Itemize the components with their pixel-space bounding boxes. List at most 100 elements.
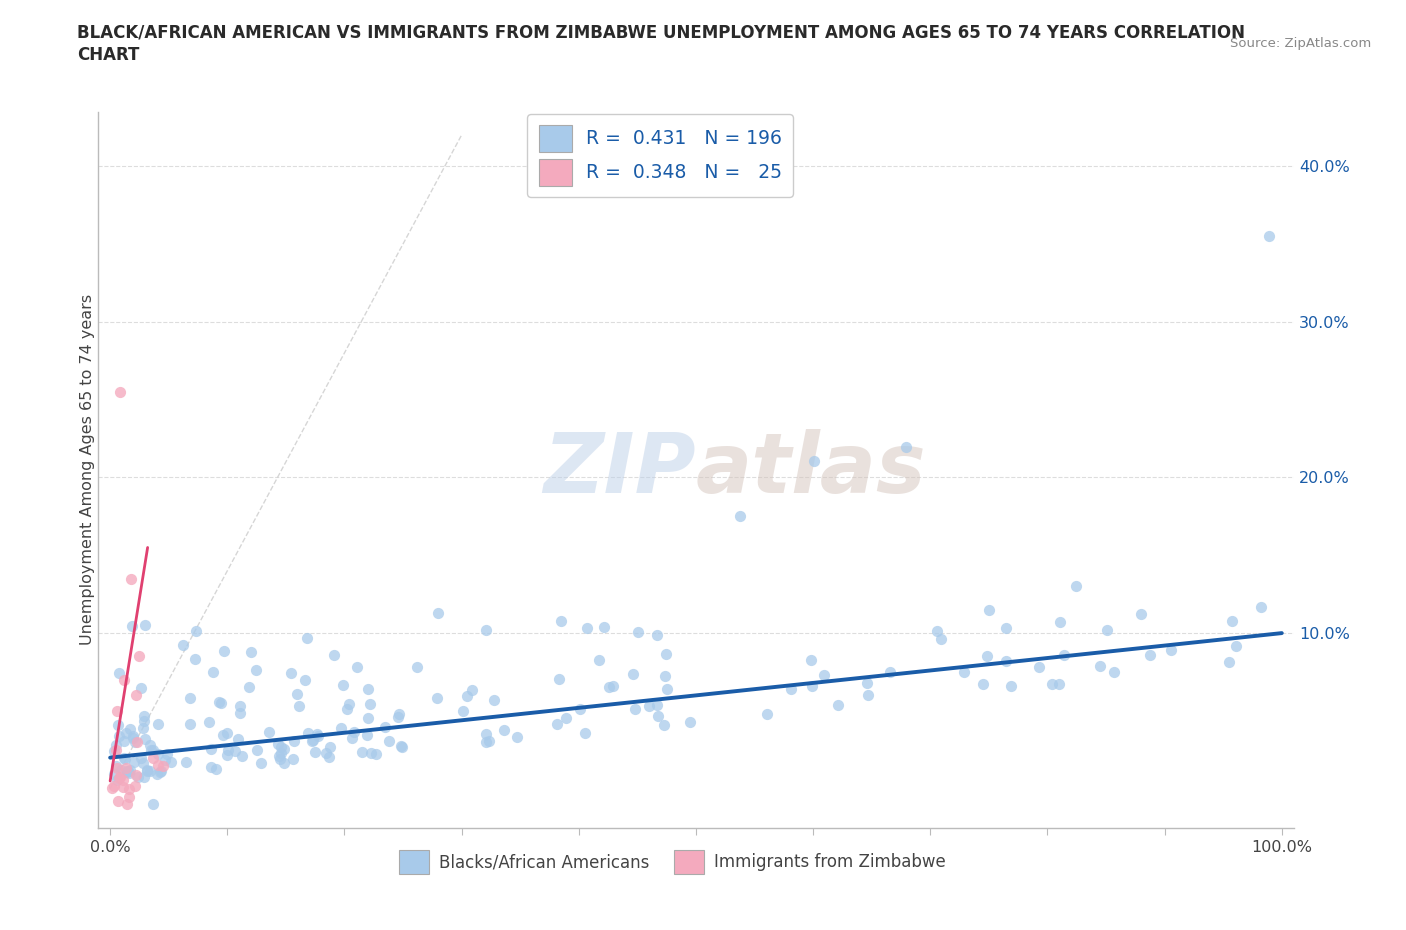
Point: [105, 761, 128, 776]
Legend: Blacks/African Americans, Immigrants from Zimbabwe: Blacks/African Americans, Immigrants fro…: [392, 844, 952, 880]
Point: [294, 672, 316, 687]
Point: [387, 710, 409, 724]
Point: [184, 623, 207, 638]
Point: [360, 746, 382, 761]
Point: [118, 765, 141, 780]
Point: [269, 749, 291, 764]
Point: [112, 734, 135, 749]
Point: [134, 770, 156, 785]
Point: [318, 750, 340, 764]
Point: [200, 742, 222, 757]
Point: [356, 728, 378, 743]
Point: [925, 624, 948, 639]
Point: [647, 698, 669, 712]
Point: [1225, 639, 1247, 654]
Point: [226, 731, 249, 746]
Point: [146, 716, 169, 731]
Point: [117, 797, 139, 812]
Point: [281, 751, 304, 766]
Point: [124, 779, 146, 794]
Point: [315, 746, 337, 761]
Point: [569, 702, 592, 717]
Point: [929, 631, 952, 646]
Point: [391, 739, 413, 754]
Point: [638, 698, 661, 713]
Point: [129, 681, 152, 696]
Point: [357, 681, 380, 696]
Point: [1047, 676, 1070, 691]
Point: [953, 664, 976, 679]
Point: [803, 454, 825, 469]
Point: [1028, 659, 1050, 674]
Point: [156, 747, 179, 762]
Point: [269, 751, 291, 766]
Point: [1049, 614, 1071, 629]
Point: [114, 760, 136, 775]
Point: [273, 742, 295, 757]
Point: [800, 652, 823, 667]
Point: [302, 733, 325, 748]
Point: [121, 730, 143, 745]
Point: [979, 603, 1001, 618]
Point: [209, 696, 232, 711]
Point: [575, 621, 598, 636]
Point: [184, 652, 207, 667]
Point: [103, 778, 125, 793]
Point: [105, 759, 128, 774]
Point: [201, 665, 224, 680]
Point: [1257, 229, 1279, 244]
Point: [283, 733, 305, 748]
Point: [357, 711, 380, 726]
Point: [494, 723, 516, 737]
Point: [474, 623, 496, 638]
Point: [108, 384, 131, 399]
Point: [122, 729, 145, 744]
Point: [1053, 648, 1076, 663]
Point: [364, 747, 387, 762]
Point: [475, 727, 498, 742]
Point: [297, 726, 319, 741]
Point: [224, 744, 246, 759]
Point: [475, 735, 498, 750]
Point: [652, 717, 675, 732]
Point: [112, 751, 135, 765]
Point: [779, 682, 801, 697]
Point: [257, 724, 280, 739]
Point: [217, 726, 239, 741]
Point: [108, 666, 131, 681]
Point: [117, 764, 139, 778]
Text: atlas: atlas: [696, 429, 927, 511]
Point: [217, 743, 239, 758]
Point: [146, 758, 169, 773]
Point: [231, 749, 253, 764]
Point: [972, 677, 994, 692]
Point: [103, 766, 125, 781]
Point: [1000, 679, 1022, 694]
Point: [856, 676, 879, 691]
Point: [574, 725, 596, 740]
Point: [461, 683, 484, 698]
Point: [149, 764, 172, 778]
Point: [179, 690, 201, 705]
Point: [1139, 647, 1161, 662]
Point: [179, 717, 201, 732]
Point: [212, 727, 235, 742]
Point: [229, 706, 252, 721]
Point: [105, 772, 128, 787]
Point: [112, 672, 135, 687]
Point: [125, 767, 148, 782]
Point: [125, 688, 148, 703]
Point: [319, 739, 342, 754]
Point: [149, 764, 172, 779]
Point: [111, 779, 134, 794]
Point: [602, 679, 624, 694]
Point: [107, 718, 129, 733]
Point: [1040, 677, 1063, 692]
Point: [112, 773, 135, 788]
Point: [801, 679, 824, 694]
Point: [856, 687, 879, 702]
Point: [426, 690, 449, 705]
Point: [101, 780, 124, 795]
Point: [295, 631, 318, 645]
Point: [249, 755, 271, 770]
